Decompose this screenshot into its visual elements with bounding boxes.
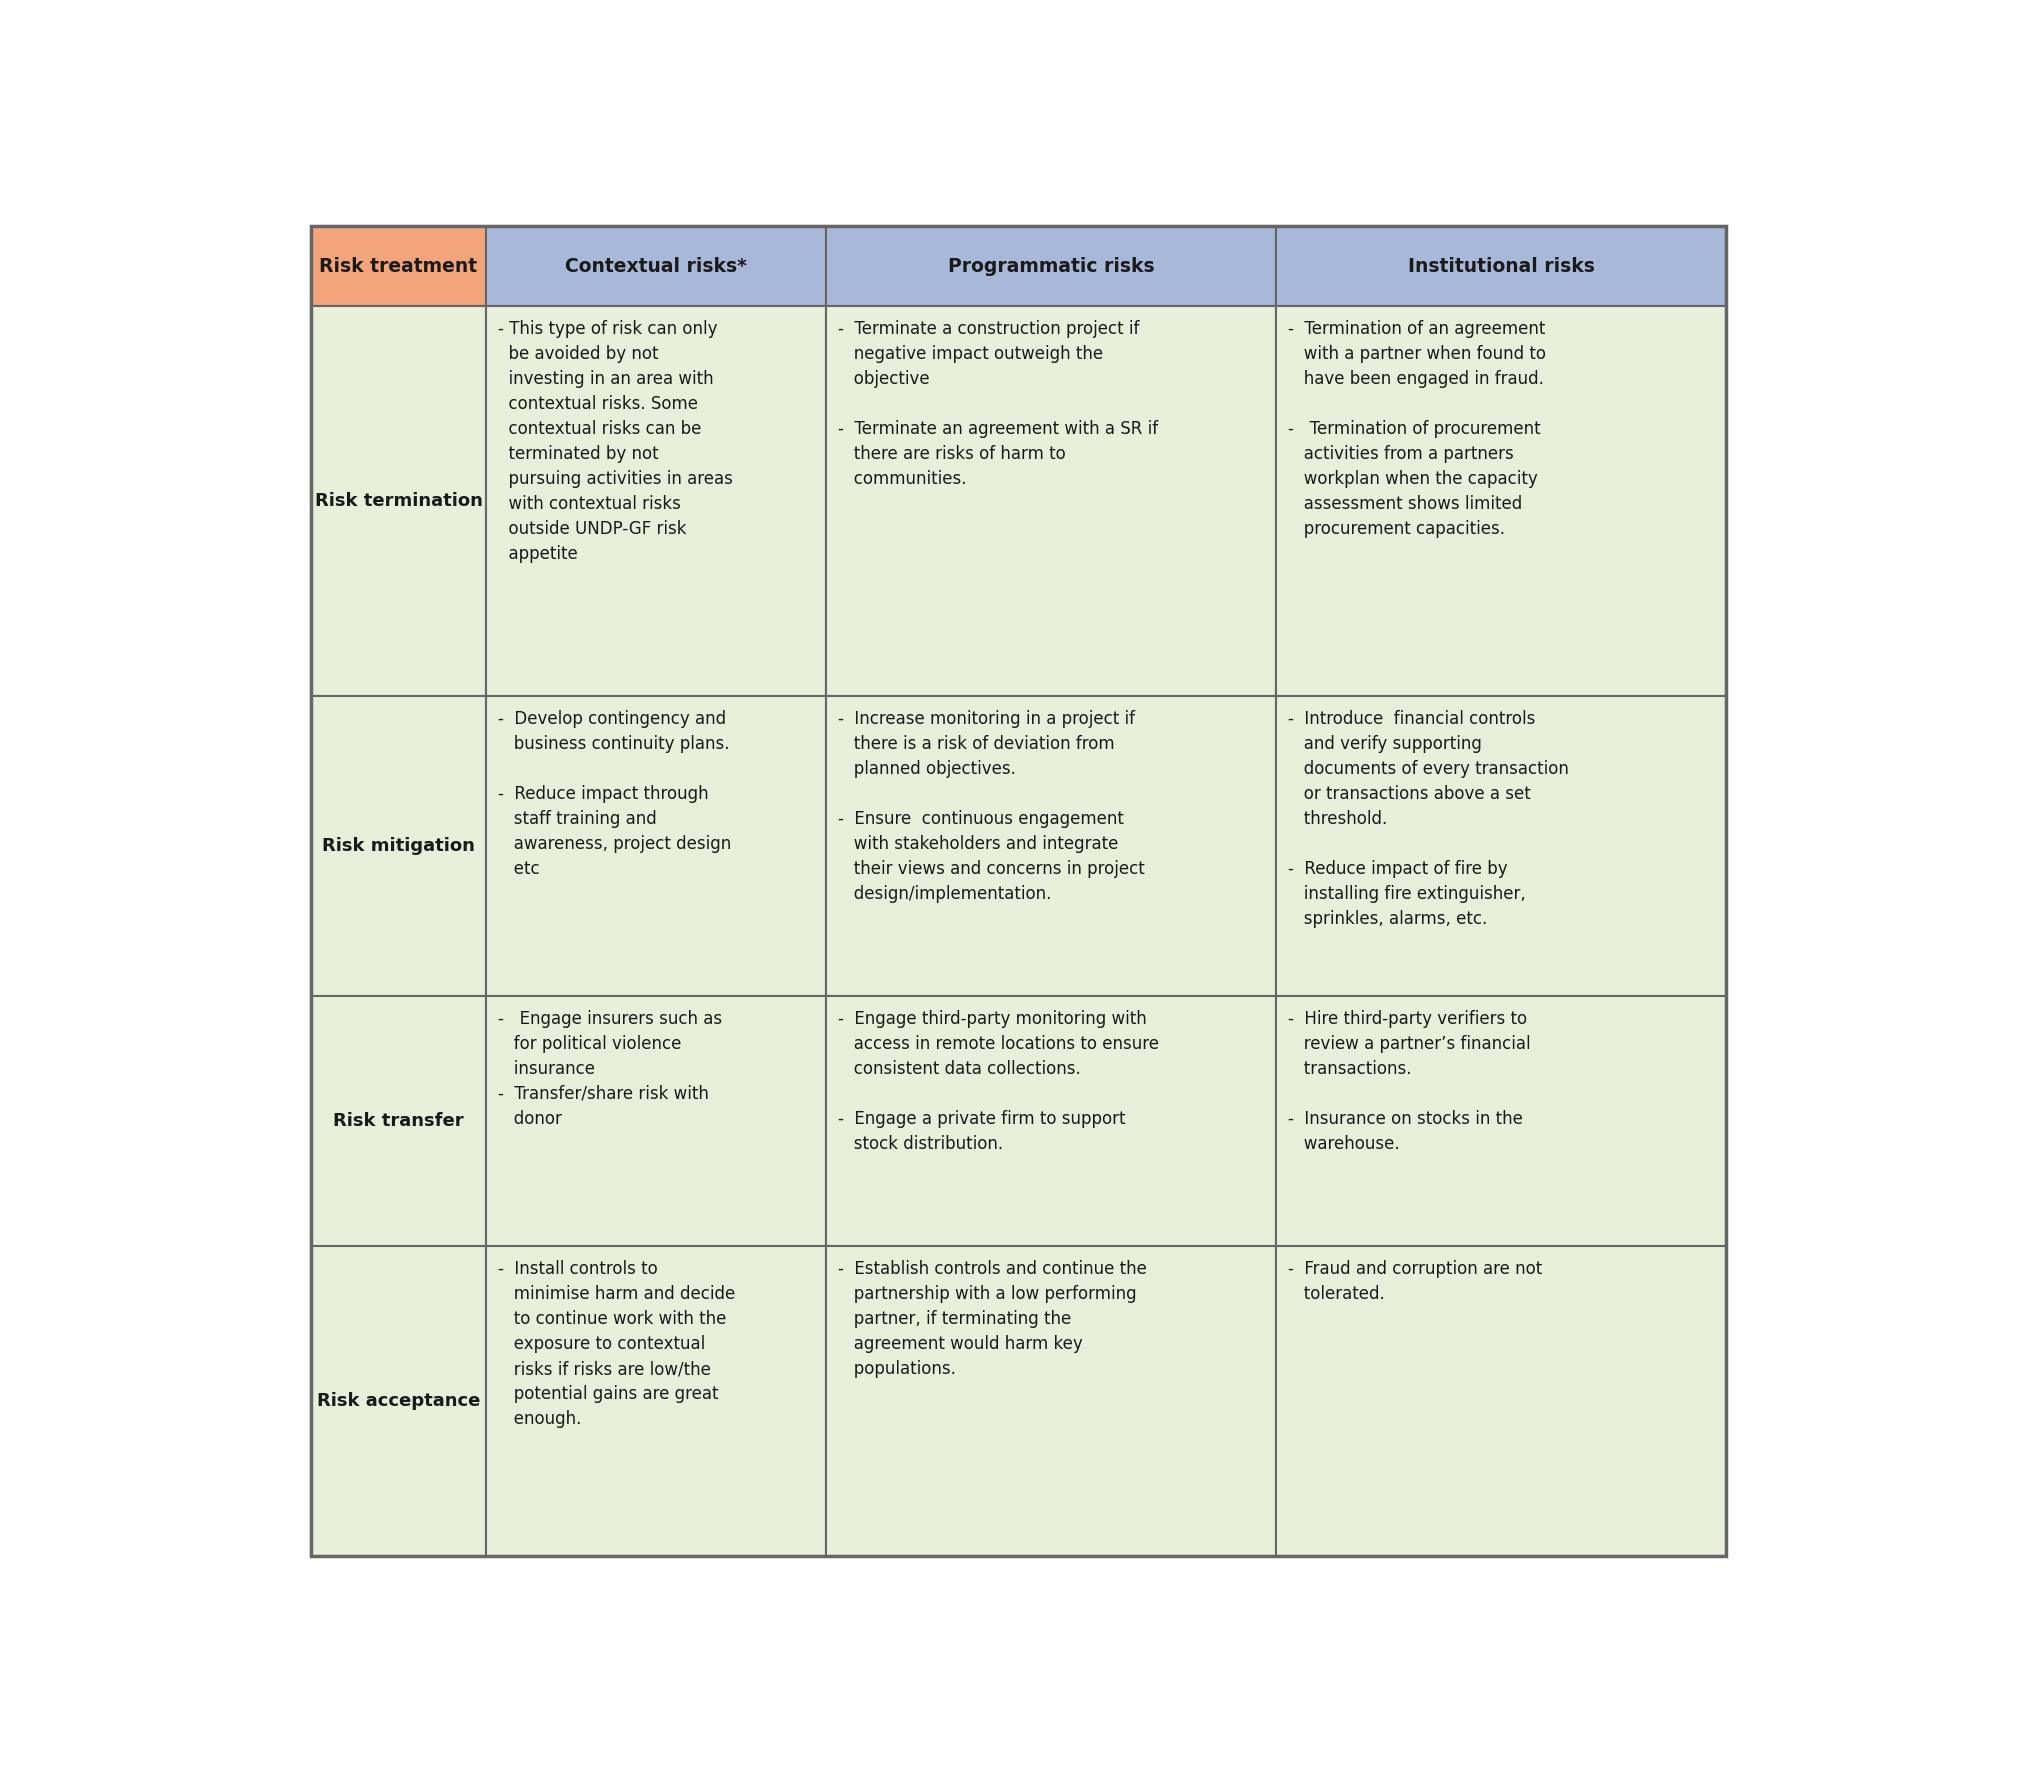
Text: Risk transfer: Risk transfer (334, 1112, 464, 1130)
Text: -  Establish controls and continue the
   partnership with a low performing
   p: - Establish controls and continue the pa… (837, 1260, 1147, 1377)
Text: -  Terminate a construction project if
   negative impact outweigh the
   object: - Terminate a construction project if ne… (837, 321, 1159, 488)
Bar (487, 697, 825, 996)
Bar (487, 1246, 825, 1556)
Text: -  Install controls to
   minimise harm and decide
   to continue work with the
: - Install controls to minimise harm and … (497, 1260, 735, 1427)
Text: Risk treatment: Risk treatment (320, 257, 477, 276)
Text: - This type of risk can only
  be avoided by not
  investing in an area with
  c: - This type of risk can only be avoided … (497, 321, 733, 563)
Bar (825, 226, 1275, 307)
Text: Contextual risks*: Contextual risks* (564, 257, 748, 276)
Text: -  Increase monitoring in a project if
   there is a risk of deviation from
   p: - Increase monitoring in a project if th… (837, 709, 1145, 903)
Bar (487, 307, 825, 697)
Bar (312, 996, 487, 1246)
Bar (1275, 996, 1725, 1246)
Text: Risk termination: Risk termination (314, 492, 483, 510)
Text: -  Introduce  financial controls
   and verify supporting
   documents of every : - Introduce financial controls and verif… (1287, 709, 1568, 928)
Bar (487, 996, 825, 1246)
Text: Risk mitigation: Risk mitigation (322, 838, 475, 855)
Text: -  Fraud and corruption are not
   tolerated.: - Fraud and corruption are not tolerated… (1287, 1260, 1542, 1303)
Bar (312, 226, 487, 307)
Text: Programmatic risks: Programmatic risks (947, 257, 1155, 276)
Text: -  Develop contingency and
   business continuity plans.

-  Reduce impact throu: - Develop contingency and business conti… (497, 709, 731, 879)
Bar (825, 697, 1275, 996)
Text: -   Engage insurers such as
   for political violence
   insurance
-  Transfer/s: - Engage insurers such as for political … (497, 1010, 723, 1128)
Bar (825, 996, 1275, 1246)
Bar (825, 1246, 1275, 1556)
Bar (312, 307, 487, 697)
Text: -  Engage third-party monitoring with
   access in remote locations to ensure
  : - Engage third-party monitoring with acc… (837, 1010, 1159, 1153)
Bar (1275, 1246, 1725, 1556)
Bar (825, 307, 1275, 697)
Bar (1275, 226, 1725, 307)
Bar (1275, 307, 1725, 697)
Bar (1275, 697, 1725, 996)
Bar (312, 697, 487, 996)
Text: -  Termination of an agreement
   with a partner when found to
   have been enga: - Termination of an agreement with a par… (1287, 321, 1546, 538)
Text: Risk acceptance: Risk acceptance (318, 1392, 481, 1410)
Text: Institutional risks: Institutional risks (1408, 257, 1595, 276)
Bar (312, 1246, 487, 1556)
Text: -  Hire third-party verifiers to
   review a partner’s financial
   transactions: - Hire third-party verifiers to review a… (1287, 1010, 1530, 1153)
Bar (487, 226, 825, 307)
Bar (312, 226, 1725, 1556)
